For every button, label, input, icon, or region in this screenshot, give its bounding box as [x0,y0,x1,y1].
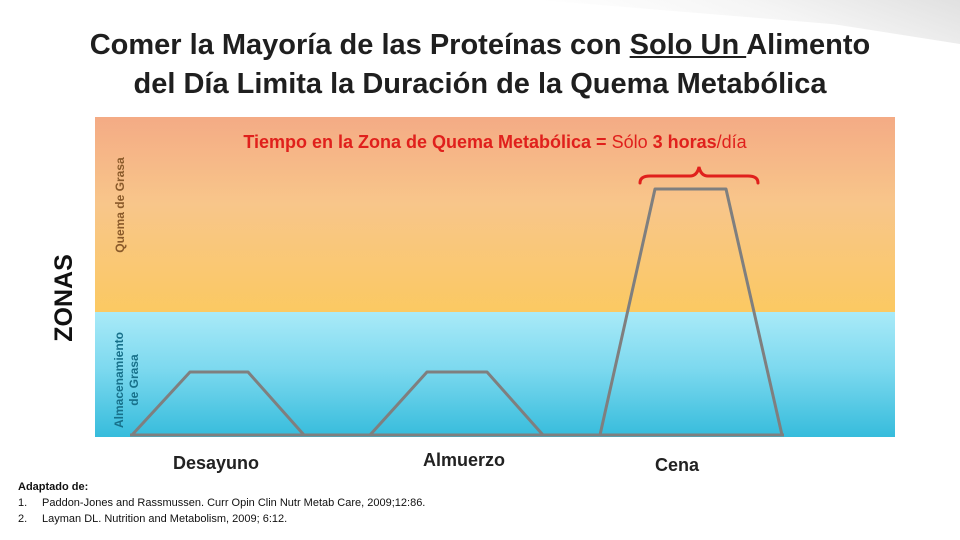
reference-text: Layman DL. Nutrition and Metabolism, 200… [42,513,288,525]
fat-storage-zone [95,312,895,437]
zone-plot [95,117,895,437]
headline-part3: 3 horas [652,132,717,152]
title-line2: del Día Limita la Duración de la Quema M… [133,68,827,100]
references-heading: Adaptado de: [18,481,89,493]
lunch-protein-curve [368,370,545,437]
headline-part4: /día [716,132,747,152]
headline-part1: Tiempo en la Zona de Quema Metabólica = [243,132,612,152]
slide-title: Comer la Mayoría de las Proteínas con So… [20,26,940,104]
breakfast-protein-curve [130,370,306,437]
title-line1-before: Comer la Mayoría de las Proteínas con [89,29,630,61]
reference-text: Paddon-Jones and Rassmussen. Curr Opin C… [42,497,426,509]
meal-label-breakfast: Desayuno [172,453,260,473]
brace-icon [638,166,760,185]
reference-item: 2. Layman DL. Nutrition and Metabolism, 2… [18,513,288,525]
references: Adaptado de: 1. Paddon-Jones and Rassmuss… [18,479,425,527]
dinner-protein-curve [598,187,784,436]
burn-time-headline: Tiempo en la Zona de Quema Metabólica = … [95,132,895,153]
headline-part2: Sólo [611,132,653,152]
fat-burn-zone [95,117,895,312]
title-line1-after: Alimento [746,29,871,61]
reference-item: 1. Paddon-Jones and Rassmussen. Curr Opin… [18,497,426,509]
meal-label-lunch: Almuerzo [422,450,505,470]
meal-label-dinner: Cena [654,455,699,475]
title-line1-underlined: Solo Un [629,29,747,61]
